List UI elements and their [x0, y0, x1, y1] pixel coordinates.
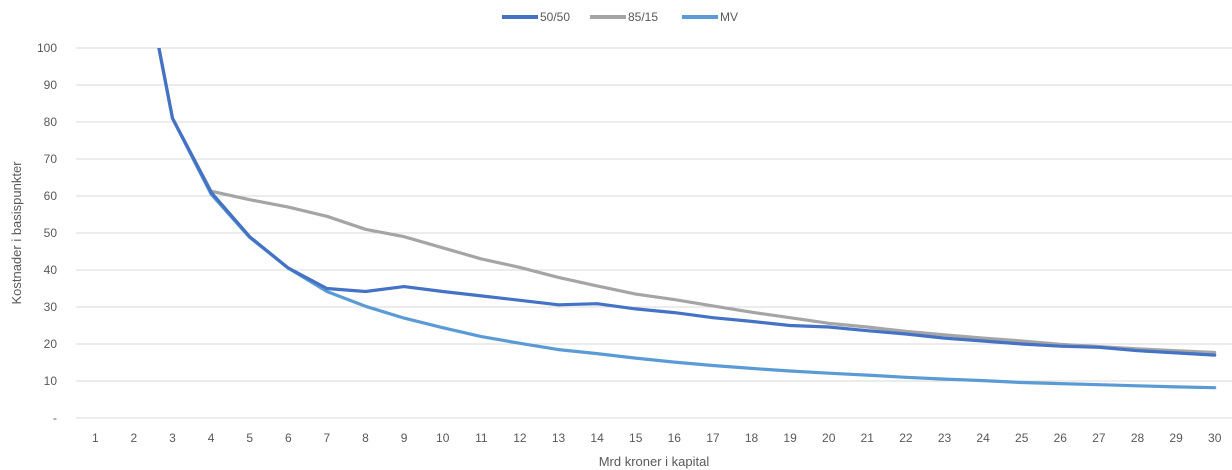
x-tick-label: 29: [1169, 431, 1183, 445]
x-tick-label: 23: [938, 431, 952, 445]
series-lines: [157, 48, 1217, 390]
x-tick-label: 30: [1208, 431, 1222, 445]
x-tick-label: 20: [822, 431, 836, 445]
y-tick-label: 40: [44, 263, 58, 277]
x-tick-label: 22: [899, 431, 913, 445]
x-tick-label: 26: [1054, 431, 1068, 445]
x-tick-label: 2: [131, 431, 138, 445]
series-line-2: [157, 48, 1217, 390]
y-tick-label: 10: [44, 374, 58, 388]
y-axis-title: Kostnader i basispunkter: [9, 161, 24, 305]
x-tick-label: 11: [475, 431, 488, 445]
x-tick-label: 19: [783, 431, 797, 445]
y-tick-label: 30: [44, 300, 58, 314]
x-tick-label: 4: [208, 431, 215, 445]
x-tick-label: 8: [362, 431, 369, 445]
y-tick-label: 90: [44, 78, 58, 92]
x-tick-label: 18: [745, 431, 759, 445]
y-tick-label: 100: [37, 41, 57, 55]
x-tick-label: 13: [552, 431, 566, 445]
y-tick-label: 70: [44, 152, 58, 166]
legend-label-0: 50/50: [540, 10, 570, 24]
x-tick-label: 25: [1015, 431, 1029, 445]
y-tick-label: 80: [44, 115, 58, 129]
x-tick-label: 6: [285, 431, 292, 445]
x-tick-label: 1: [92, 431, 99, 445]
x-tick-label: 12: [513, 431, 527, 445]
y-tick-label: 50: [44, 226, 58, 240]
y-tick-label: 20: [44, 337, 58, 351]
x-tick-label: 27: [1092, 431, 1106, 445]
x-axis-title: Mrd kroner i kapital: [599, 454, 710, 469]
x-tick-label: 24: [976, 431, 990, 445]
x-tick-label: 3: [169, 431, 176, 445]
series-line-1: [157, 48, 1217, 355]
x-tick-label: 7: [324, 431, 331, 445]
x-tick-label: 15: [629, 431, 643, 445]
x-tick-label: 10: [436, 431, 450, 445]
gridlines: [76, 47, 1232, 382]
x-tick-label: 17: [706, 431, 720, 445]
x-tick-label: 21: [861, 431, 875, 445]
x-tick-label: 16: [668, 431, 682, 445]
y-tick-label: -: [53, 411, 57, 425]
legend: 50/50 85/15 MV: [502, 10, 738, 24]
y-tick-label: 60: [44, 189, 58, 203]
x-tick-label: 9: [401, 431, 408, 445]
legend-label-1: 85/15: [628, 10, 658, 24]
x-axis-ticks: 1 2 3 4 5 6 7 8 9 10 11 12 13 14 15 16 17 18 19 20 21 22 23 24 2…: [92, 431, 1222, 445]
x-tick-label: 14: [590, 431, 604, 445]
x-tick-label: 28: [1131, 431, 1145, 445]
y-axis-ticks: - 10 20 30 40 50 60 70 80 90 100: [37, 41, 57, 425]
series-line-0: [157, 48, 1217, 357]
legend-label-2: MV: [720, 10, 738, 24]
x-tick-label: 5: [246, 431, 253, 445]
